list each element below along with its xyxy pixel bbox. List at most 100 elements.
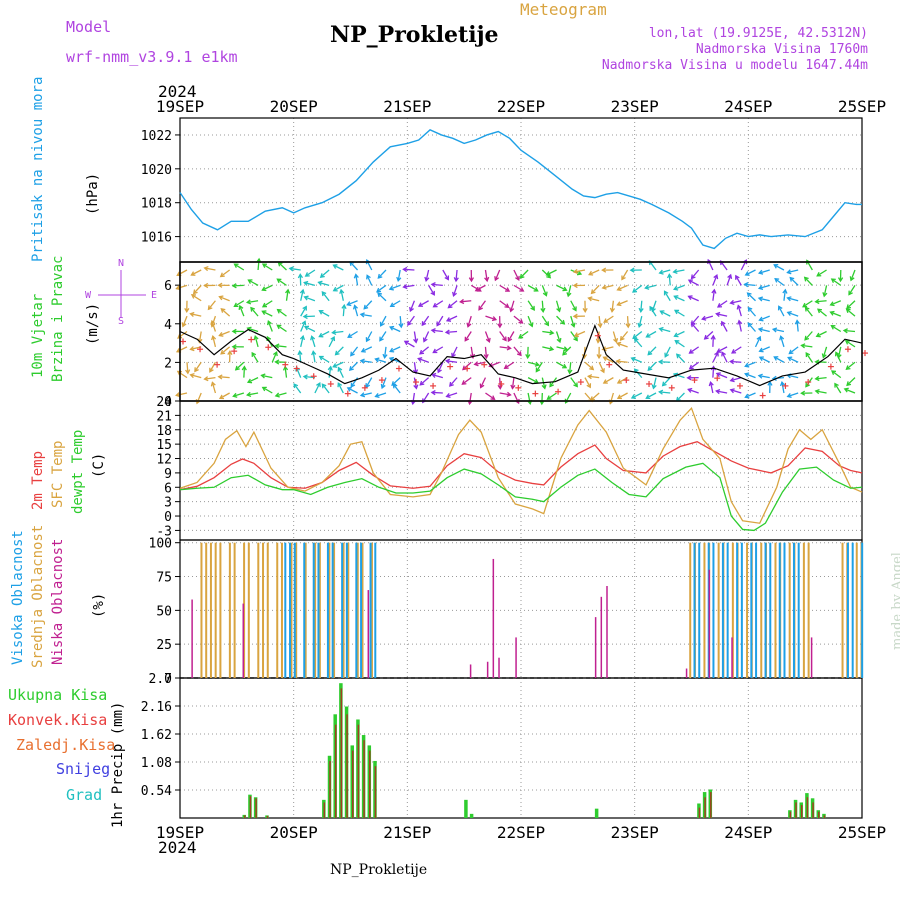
wind-arrow-head	[794, 319, 801, 325]
x-tick-label-bottom: 25SEP	[838, 823, 886, 842]
wind-arrow-head	[744, 393, 750, 399]
wind-arrow-head	[589, 365, 595, 371]
wind-arrow	[647, 361, 657, 371]
wind-arrow	[363, 300, 373, 310]
wind-arrow	[574, 269, 586, 273]
wind-arrow-head	[189, 373, 195, 379]
cloud-mid-bar	[262, 542, 265, 678]
wind-arrow-head	[302, 305, 307, 311]
wind-arrow	[556, 361, 567, 369]
wind-arrow	[389, 357, 401, 363]
wind-arrow	[702, 315, 714, 320]
wind-arrow	[504, 361, 515, 369]
wind-arrow	[204, 267, 216, 271]
wind-arrow	[796, 320, 799, 332]
wind-arrow	[349, 361, 359, 371]
wind-arrow-head	[664, 352, 670, 358]
wind-arrow	[758, 328, 770, 333]
wind-arrow	[333, 264, 344, 271]
wind-arrow-head	[374, 393, 380, 398]
wind-arrow-head	[485, 337, 491, 343]
wind-arrow-head	[802, 302, 808, 308]
wind-arrow-head	[389, 302, 395, 308]
y-tick-label: 21	[156, 409, 172, 424]
wind-arrow-head	[317, 280, 323, 286]
cloud-mid-bar	[370, 542, 373, 678]
wind-arrow-head	[744, 372, 750, 378]
wind-arrow-head	[673, 309, 680, 315]
precip-conv-bar	[334, 724, 337, 818]
wind-arrow-head	[505, 287, 511, 292]
wind-arrow-head	[445, 392, 451, 398]
wind-arrow-head	[519, 287, 525, 292]
wind-arrow-head	[597, 323, 603, 329]
cloud-mid-bar	[774, 542, 777, 678]
wind-arrow	[815, 376, 827, 380]
wind-arrow-head	[494, 276, 500, 282]
wind-arrow	[451, 346, 458, 358]
wind-arrow-head	[720, 320, 726, 326]
wind-arrow-head	[731, 349, 737, 354]
wind-arrow-head	[638, 307, 644, 313]
wind-arrow-head	[332, 264, 338, 269]
wind-arrow	[843, 329, 856, 333]
wind-arrow-head	[690, 274, 696, 280]
cloud-mid-bar	[243, 542, 246, 678]
cloud-high-bar	[750, 542, 753, 678]
wind-arrow-head	[332, 286, 338, 292]
wind-arrow	[688, 279, 699, 286]
wind-arrow	[518, 330, 529, 339]
wind-arrow	[668, 274, 671, 286]
wind-arrow	[562, 346, 572, 356]
wind-arrow-head	[261, 302, 268, 308]
wind-arrow-head	[376, 287, 382, 293]
wind-arrow-head	[473, 361, 479, 367]
cloud-high-bar	[303, 542, 306, 678]
wind-arrow-head	[245, 299, 252, 305]
wind-arrow	[640, 300, 643, 312]
wind-arrow	[513, 269, 520, 281]
wind-arrow	[781, 382, 785, 394]
wind-arrow	[186, 362, 189, 374]
wind-arrow-head	[185, 369, 191, 375]
x-tick-label-top: 21SEP	[383, 97, 431, 116]
precip-conv-bar	[812, 802, 814, 818]
wind-arrow	[787, 374, 799, 379]
wind-arrow-head	[261, 310, 267, 316]
wind-arrow-head	[703, 334, 709, 340]
wind-arrow	[328, 336, 335, 348]
wind-arrow-head	[556, 337, 562, 344]
wind-arrow-head	[562, 363, 568, 369]
wind-arrow	[646, 330, 657, 338]
wind-arrow-head	[203, 265, 209, 272]
wind-arrow	[513, 346, 522, 356]
wind-arrow-head	[321, 383, 327, 389]
wind-arrow	[461, 377, 472, 385]
wind-arrow-head	[572, 282, 578, 289]
cloud-high-bar	[374, 542, 377, 678]
wind-arrow-head	[272, 350, 278, 357]
wind-arrow-head	[379, 336, 384, 342]
wind-arrow-head	[319, 273, 325, 278]
wind-arrow-head	[413, 384, 419, 390]
wind-arrow	[311, 336, 316, 348]
wind-arrow-head	[479, 383, 485, 389]
wind-arrow-head	[518, 333, 524, 339]
wind-arrow	[787, 356, 799, 363]
wind-arrow	[664, 346, 671, 357]
wind-arrow	[716, 372, 728, 379]
wind-arrow	[475, 284, 486, 292]
wind-arrow	[527, 361, 539, 366]
wind-arrow-head	[803, 276, 809, 282]
precip-conv-bar	[266, 815, 269, 818]
wind-arrow	[432, 373, 444, 379]
precip-conv-bar	[369, 750, 371, 818]
y-tick-label: 0.54	[141, 784, 172, 799]
wind-arrow-head	[398, 323, 404, 329]
cloud-low-bar	[498, 657, 500, 678]
wind-arrow-head	[311, 350, 317, 356]
precip-conv-bar	[352, 750, 354, 818]
wind-arrow-head	[549, 382, 554, 388]
cloud-low-bar	[469, 664, 472, 678]
